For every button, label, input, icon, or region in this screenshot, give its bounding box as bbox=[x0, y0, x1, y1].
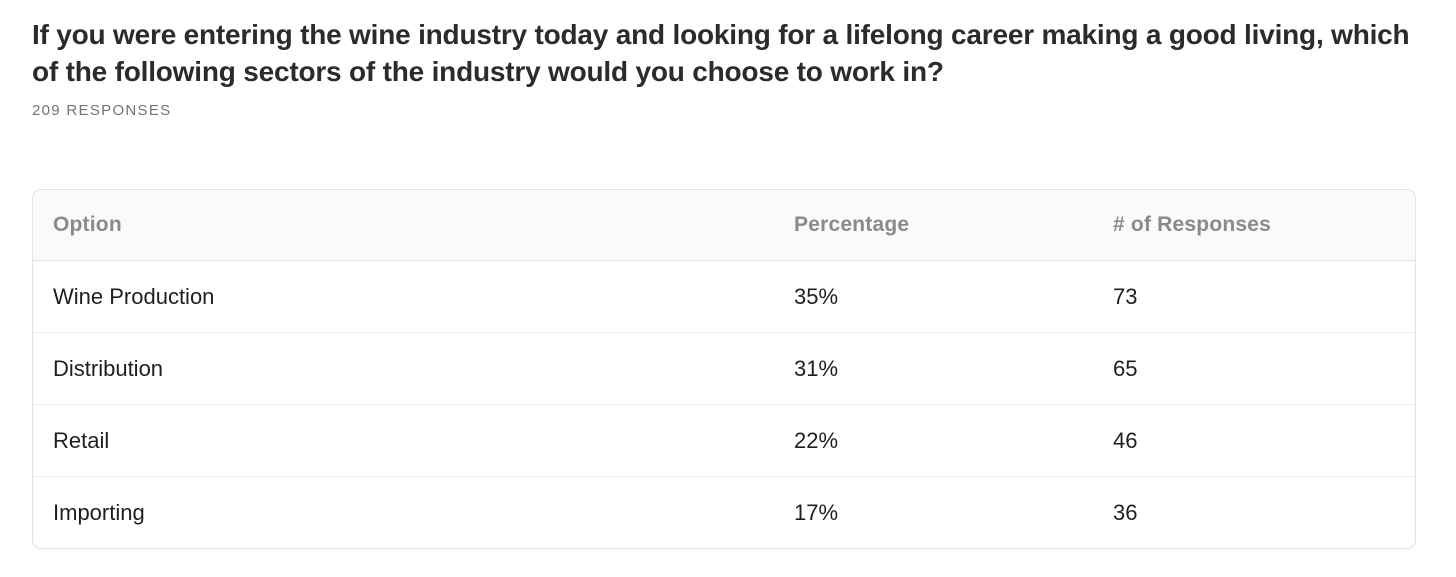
responses-cell: 36 bbox=[1113, 499, 1138, 525]
column-header-option: Option bbox=[53, 213, 122, 236]
option-cell: Wine Production bbox=[53, 283, 215, 309]
responses-cell: 73 bbox=[1113, 283, 1138, 309]
column-header-responses: # of Responses bbox=[1113, 213, 1272, 236]
table-row: Retail 22% 46 bbox=[33, 405, 1415, 477]
option-cell: Retail bbox=[53, 427, 110, 453]
percentage-cell: 17% bbox=[794, 499, 839, 525]
percentage-cell: 31% bbox=[794, 355, 839, 381]
responses-cell: 65 bbox=[1113, 355, 1138, 381]
column-header-percentage: Percentage bbox=[794, 213, 910, 236]
table-row: Distribution 31% 65 bbox=[33, 333, 1415, 405]
percentage-cell: 35% bbox=[794, 283, 839, 309]
table-row: Importing 17% 36 bbox=[33, 477, 1415, 548]
option-cell: Distribution bbox=[53, 355, 164, 381]
question-title: If you were entering the wine industry t… bbox=[32, 19, 1410, 87]
results-table: Option Percentage # of Responses Wine Pr… bbox=[32, 189, 1416, 549]
survey-results-page: If you were entering the wine industry t… bbox=[32, 19, 1416, 549]
responses-cell: 46 bbox=[1113, 427, 1138, 453]
responses-count: 209 RESPONSES bbox=[32, 102, 172, 119]
table-header-row: Option Percentage # of Responses bbox=[33, 190, 1415, 261]
option-cell: Importing bbox=[53, 499, 145, 525]
percentage-cell: 22% bbox=[794, 427, 839, 453]
table-row: Wine Production 35% 73 bbox=[33, 261, 1415, 333]
